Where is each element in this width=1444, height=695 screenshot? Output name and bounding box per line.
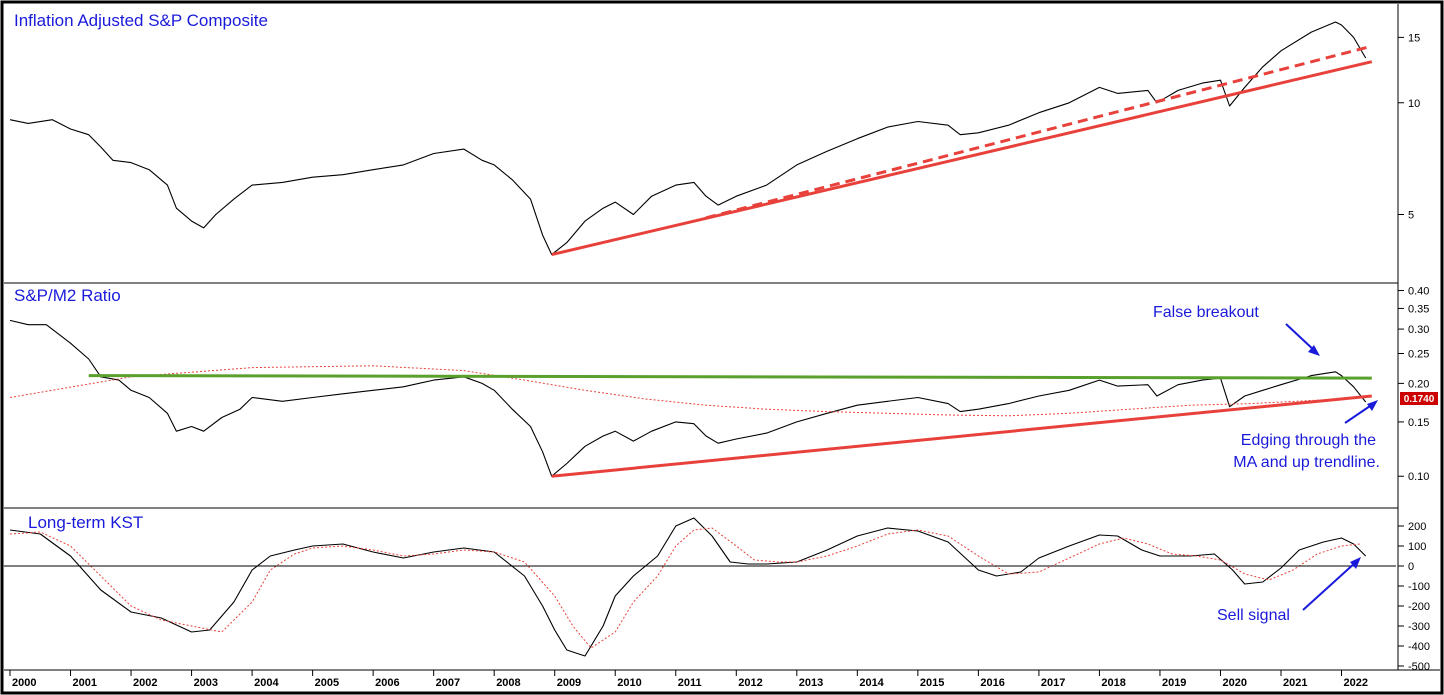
xtick-label: 2013	[799, 677, 823, 689]
xtick-label: 2006	[375, 677, 399, 689]
panel3-ytick-label: -300	[1408, 621, 1430, 633]
xtick-label: 2007	[436, 677, 460, 689]
xtick-label: 2001	[73, 677, 97, 689]
panel2-ytick-label: 0.15	[1408, 417, 1429, 429]
panel2-series-2	[88, 374, 1372, 380]
panel2-ytick-label: 0.20	[1408, 378, 1429, 390]
xtick-label: 2018	[1101, 677, 1125, 689]
panel2-ytick-label: 0.25	[1408, 348, 1429, 360]
xtick-label: 2005	[315, 677, 339, 689]
xtick-label: 2011	[678, 677, 702, 689]
tick-layer: 5 10 15 0.10 0.15 0.20 0.25 0.30 0.35 0.40 -500 -40…	[9, 32, 1430, 689]
panel1-series-1	[551, 60, 1373, 257]
panel3-ytick-label: -500	[1408, 661, 1430, 673]
panel1-series-2	[705, 44, 1373, 220]
panel1-series-0	[9, 21, 1367, 256]
panel2-ytick-label: 0.35	[1408, 303, 1429, 315]
annotation-sell-signal: Sell signal	[1217, 607, 1290, 624]
panel3-title: Long-term KST	[28, 513, 143, 532]
xtick-label: 2003	[194, 677, 218, 689]
last-value-text: 0.1740	[1404, 394, 1435, 405]
panel1-ytick-label: 5	[1408, 210, 1414, 222]
xtick-label: 2008	[496, 677, 520, 689]
panel3-ytick-label: -200	[1408, 601, 1430, 613]
arrowhead-false-breakout	[1308, 345, 1320, 356]
panel2-ytick-label: 0.40	[1408, 286, 1429, 298]
xtick-label: 2019	[1162, 677, 1186, 689]
last-value-badge	[1400, 392, 1438, 405]
arrow-false-breakout	[1285, 323, 1317, 353]
panel1-ytick-label: 10	[1408, 98, 1420, 110]
panel2-title: S&P/M2 Ratio	[14, 286, 121, 305]
xtick-label: 2002	[133, 677, 157, 689]
panel1-ytick-label: 15	[1408, 32, 1420, 44]
xtick-label: 2016	[980, 677, 1004, 689]
xtick-label: 2012	[738, 677, 762, 689]
panel3-ytick-label: 200	[1408, 521, 1426, 533]
annotation-edging-1: Edging through the	[1241, 432, 1376, 449]
xtick-label: 2015	[920, 677, 944, 689]
arrowhead-sell-signal	[1350, 557, 1361, 569]
xtick-label: 2014	[859, 677, 884, 689]
panel3-ytick-label: -400	[1408, 641, 1430, 653]
panel1-title: Inflation Adjusted S&P Composite	[14, 11, 268, 30]
xtick-label: 2004	[254, 677, 279, 689]
panel2-series-1	[9, 365, 1366, 417]
xtick-label: 2000	[12, 677, 36, 689]
panel3-ytick-label: 100	[1408, 541, 1426, 553]
panel2-series-3	[551, 394, 1372, 478]
series-layer	[3, 21, 1396, 657]
xtick-label: 2022	[1344, 677, 1368, 689]
xtick-label: 2020	[1222, 677, 1246, 689]
arrow-edging	[1344, 403, 1374, 424]
xtick-label: 2021	[1283, 677, 1307, 689]
xtick-label: 2017	[1041, 677, 1065, 689]
annotation-false-breakout: False breakout	[1153, 304, 1259, 321]
xtick-label: 2010	[617, 677, 641, 689]
panel3-ytick-label: 0	[1408, 561, 1414, 573]
panel3-series-0	[9, 517, 1367, 657]
arrow-sell-signal	[1302, 561, 1357, 611]
panel3-ytick-label: -100	[1408, 581, 1430, 593]
xtick-label: 2009	[557, 677, 581, 689]
panel2-series-0	[9, 319, 1367, 477]
panel2-ytick-label: 0.30	[1408, 324, 1429, 336]
annotation-edging-2: MA and up trendline.	[1233, 454, 1380, 471]
panel2-ytick-label: 0.10	[1408, 471, 1429, 483]
arrowhead-edging	[1367, 400, 1378, 411]
